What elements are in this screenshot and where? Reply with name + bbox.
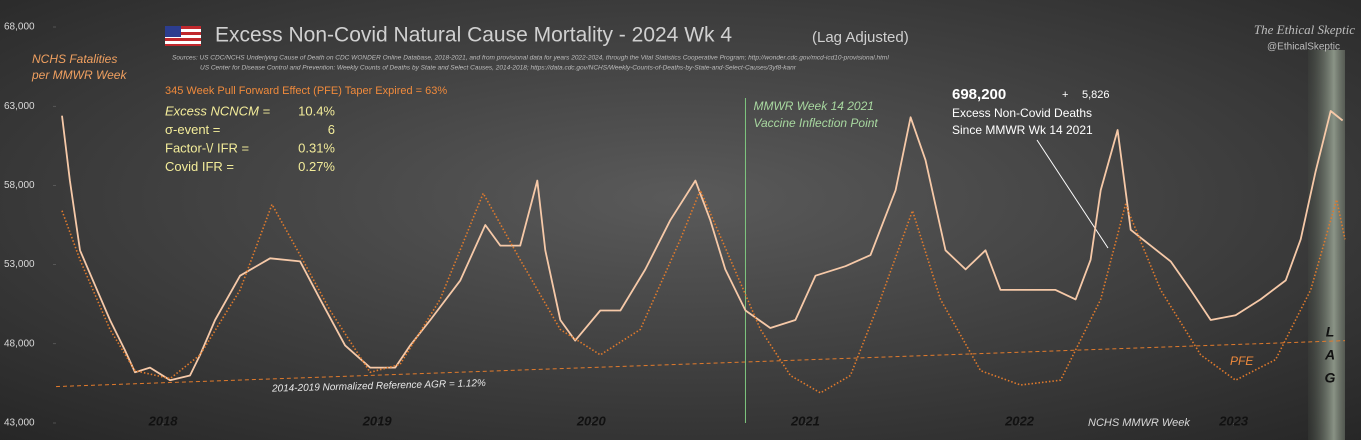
plus: + [1062, 89, 1068, 101]
stat-value: 10.4% [298, 103, 335, 118]
chart-subtitle: (Lag Adjusted) [812, 29, 909, 46]
excess-total: 698,200 [952, 86, 1006, 103]
stats: Excess NCNCM = 10.4% σ-event = 6 Factor-\/ I… [165, 103, 335, 174]
lag-label: G [1325, 370, 1336, 386]
chart-title: Excess Non-Covid Natural Cause Mortality… [215, 24, 732, 47]
stat-label: σ-event = [165, 122, 220, 137]
y-tick-label: 53,000 [4, 259, 35, 270]
source: US Center for Disease Control and Preven… [200, 65, 797, 72]
x-tick-label: 2020 [576, 413, 607, 428]
excess-note: Excess Non-Covid Deaths [952, 106, 1092, 120]
brand: The Ethical Skeptic [1254, 22, 1355, 37]
y-tick-label: 58,000 [4, 180, 35, 191]
stat-label: Covid IFR = [165, 159, 234, 174]
y-axis-label: per MMWR Week [31, 68, 127, 82]
x-axis-label: NCHS MMWR Week [1088, 417, 1190, 429]
x-tick-label: 2019 [362, 413, 393, 428]
lag-label: L [1326, 324, 1335, 340]
y-axis-label: NCHS Fatalities [32, 52, 117, 66]
inflection-label: MMWR Week 14 2021 [753, 99, 874, 113]
x-tick-label: 2023 [1218, 413, 1249, 428]
lag-band [1308, 50, 1345, 440]
lag-label: A [1324, 347, 1335, 363]
flag [165, 26, 201, 46]
y-tick-label: 43,000 [4, 418, 35, 429]
stat-value: 6 [328, 122, 335, 137]
y-tick-label: 68,000 [4, 22, 35, 33]
source: Sources: US CDC/NCHS Underlying Cause of… [172, 55, 889, 62]
excess-note: Since MMWR Wk 14 2021 [952, 123, 1093, 137]
stat-label: Factor-\/ IFR = [165, 140, 249, 155]
callout-line [1036, 139, 1109, 249]
excess-recent: 5,826 [1082, 89, 1110, 101]
x-tick-label: 2022 [1004, 413, 1035, 428]
y-tick-label: 48,000 [4, 338, 35, 349]
handle: @EthicalSkeptic [1267, 42, 1340, 53]
stat-value: 0.27% [298, 159, 335, 174]
stat-value: 0.31% [298, 140, 335, 155]
inflection-label: Vaccine Inflection Point [753, 116, 878, 130]
y-tick-label: 63,000 [4, 101, 35, 112]
mortality-line [61, 110, 1344, 382]
reference-line [55, 340, 1346, 388]
stat-label: Excess NCNCM = [165, 103, 271, 118]
x-tick-label: 2018 [148, 413, 179, 428]
pfe-label: PFE [1230, 354, 1254, 368]
pfe-note: 345 Week Pull Forward Effect (PFE) Taper… [165, 85, 447, 97]
pfe-line [61, 189, 1346, 394]
x-tick-label: 2021 [790, 413, 820, 428]
